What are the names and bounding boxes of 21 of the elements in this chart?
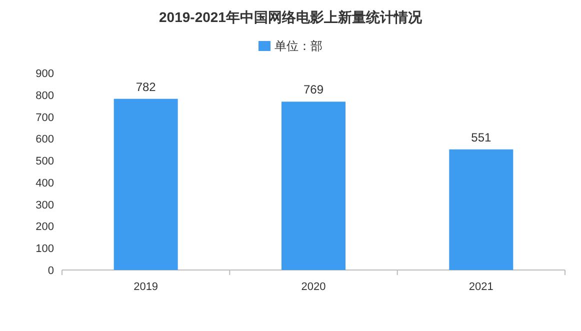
legend-label: 单位：部 <box>274 39 322 53</box>
bar <box>282 102 346 270</box>
bar <box>114 98 178 270</box>
x-tick-label: 2021 <box>468 281 494 293</box>
y-tick-label: 400 <box>36 177 54 190</box>
x-tick-label: 2019 <box>134 281 158 293</box>
y-tick-label: 0 <box>48 265 54 277</box>
y-tick-label: 300 <box>36 199 54 212</box>
y-tick-label: 200 <box>36 221 54 234</box>
y-tick-label: 800 <box>36 90 54 102</box>
y-tick-label: 500 <box>36 156 54 168</box>
data-label: 551 <box>471 130 492 144</box>
x-tick-label: 2020 <box>301 281 326 293</box>
bar <box>449 149 514 270</box>
y-tick-label: 100 <box>36 243 54 256</box>
y-tick-label: 600 <box>36 134 54 146</box>
data-label: 782 <box>136 80 156 94</box>
data-label: 769 <box>303 82 324 97</box>
y-tick-label: 900 <box>36 68 54 80</box>
chart-title: 2019-2021年中国网络电影上新量统计情况 <box>159 9 423 25</box>
y-tick-label: 700 <box>36 112 54 124</box>
